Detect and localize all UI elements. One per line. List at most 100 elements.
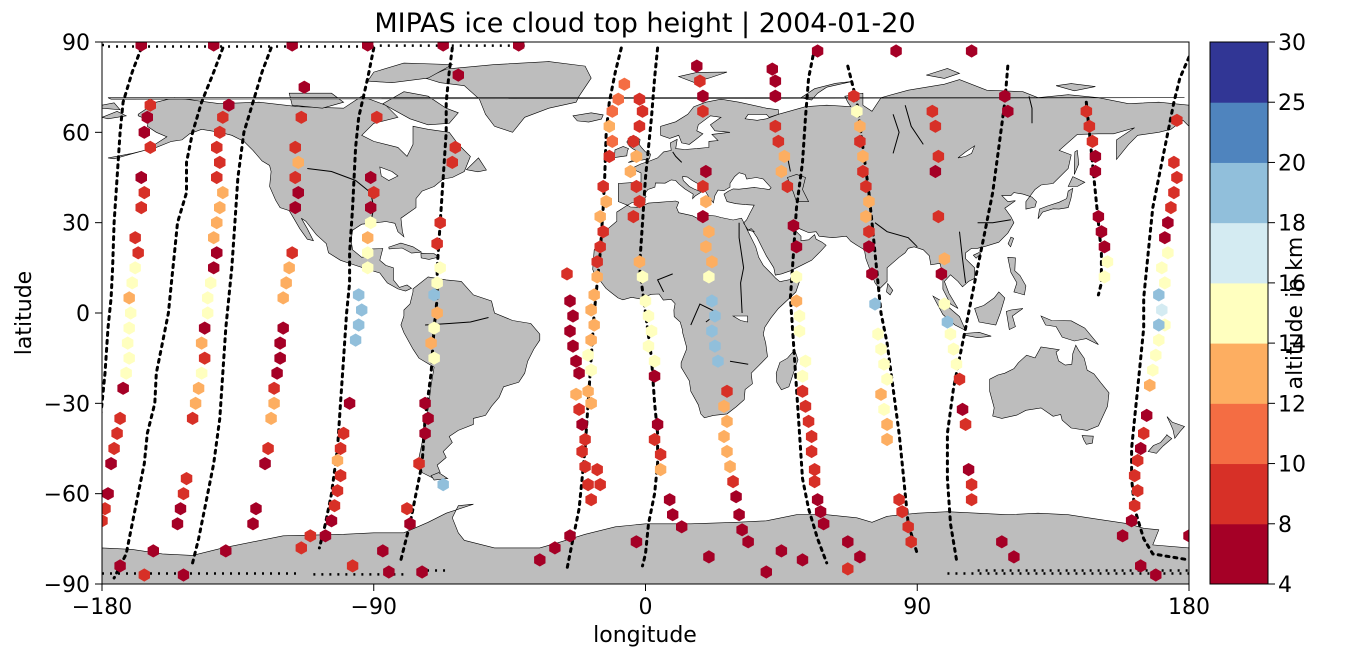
data-point	[1153, 288, 1165, 302]
data-point	[700, 164, 712, 179]
data-point	[1116, 529, 1129, 543]
data-point	[805, 444, 818, 459]
data-point	[570, 387, 582, 401]
data-point	[220, 544, 232, 558]
data-point	[223, 98, 235, 112]
data-point	[138, 186, 150, 200]
data-point	[703, 550, 715, 564]
data-point	[854, 550, 866, 564]
data-point	[796, 369, 809, 383]
data-point	[280, 276, 292, 290]
y-tick-label: 60	[62, 121, 90, 146]
river-10	[977, 219, 1011, 224]
data-point	[123, 321, 135, 335]
data-point	[642, 339, 655, 353]
land-sakhalin	[1074, 149, 1080, 175]
data-point	[331, 484, 344, 498]
data-point	[926, 104, 939, 118]
data-point	[198, 321, 211, 335]
data-point	[769, 89, 782, 103]
data-point	[857, 149, 869, 163]
data-point	[437, 478, 449, 492]
data-point	[811, 493, 824, 507]
data-point	[1128, 499, 1141, 513]
data-point	[872, 327, 884, 341]
data-point	[129, 231, 141, 245]
data-point	[434, 261, 446, 275]
data-point	[769, 119, 782, 133]
data-point	[138, 125, 150, 139]
lake-3	[957, 145, 976, 159]
data-point	[944, 327, 957, 341]
data-point	[932, 210, 945, 224]
data-point	[534, 553, 546, 567]
data-point	[1089, 149, 1102, 163]
data-point	[102, 514, 108, 528]
data-point	[211, 216, 223, 230]
data-point	[582, 348, 594, 362]
data-point	[881, 372, 893, 386]
colorbar-segment	[1210, 523, 1268, 585]
data-point	[205, 276, 217, 290]
data-point	[419, 426, 431, 440]
data-point	[1183, 529, 1189, 543]
data-point	[700, 195, 712, 209]
data-point	[585, 363, 597, 377]
chart-title: MIPAS ice cloud top height | 2004-01-20	[374, 8, 915, 39]
data-point	[573, 402, 585, 416]
data-point	[371, 110, 383, 124]
data-point	[425, 336, 437, 350]
data-point	[802, 414, 815, 428]
data-point	[950, 357, 963, 371]
river-12	[874, 222, 918, 248]
data-point	[875, 387, 887, 401]
land-wrangel	[107, 97, 1185, 100]
land-tasmania	[1081, 435, 1094, 445]
river-6	[729, 360, 749, 365]
data-point	[346, 559, 359, 573]
data-point	[334, 441, 347, 456]
x-tick-label: 180	[1168, 595, 1210, 620]
data-point	[1150, 568, 1162, 582]
land-victoria	[288, 92, 345, 109]
data-point	[718, 429, 730, 444]
land-africa-eurasia	[592, 79, 1189, 419]
colorbar-tick-label: 14	[1278, 332, 1306, 357]
land-iceland	[572, 112, 604, 123]
orbit-track-4	[317, 46, 376, 550]
data-point	[651, 417, 664, 431]
data-point	[724, 460, 736, 474]
data-point	[362, 42, 374, 52]
data-point	[697, 89, 709, 103]
data-point	[549, 541, 561, 555]
data-point	[1008, 550, 1020, 564]
land-hokkaido	[1067, 176, 1086, 187]
data-point	[105, 457, 117, 471]
data-point	[603, 119, 615, 133]
data-point	[428, 288, 440, 302]
data-point	[295, 541, 307, 555]
data-point	[401, 502, 413, 516]
data-point	[452, 68, 464, 82]
data-point	[1135, 559, 1147, 573]
data-point	[630, 149, 643, 163]
y-axis: −90 −60 −30 0 30 60 90	[44, 31, 102, 598]
data-point	[356, 303, 368, 317]
data-point	[298, 80, 310, 94]
data-point	[588, 318, 600, 332]
data-point	[727, 475, 739, 489]
data-point	[842, 562, 854, 576]
data-point	[1098, 270, 1111, 284]
colorbar-tick-label: 4	[1278, 573, 1292, 598]
data-point	[102, 502, 111, 516]
data-point	[648, 369, 661, 383]
data-point	[111, 426, 123, 440]
data-point	[881, 417, 893, 431]
data-point	[283, 261, 295, 275]
data-point	[334, 469, 347, 483]
data-point	[214, 201, 226, 215]
data-point	[860, 210, 872, 224]
data-point	[881, 432, 893, 447]
data-point	[775, 164, 788, 179]
